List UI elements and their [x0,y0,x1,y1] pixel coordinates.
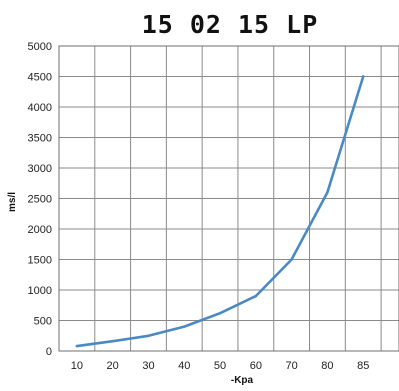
data-point [147,334,150,337]
y-tick-label: 500 [34,316,52,328]
y-tick-label: 2500 [28,194,52,206]
y-tick-label: 3500 [28,133,52,145]
y-tick-label: 4000 [28,102,52,114]
y-tick-label: 2000 [28,224,52,236]
x-tick-label: 10 [71,360,83,372]
series-layer [75,75,365,348]
y-tick-label: 0 [46,346,52,358]
y-tick-label: 1000 [28,285,52,297]
series-line [75,75,365,348]
data-point [362,75,365,78]
x-tick-label: 70 [286,360,298,372]
data-point [183,325,186,328]
grid [59,45,399,352]
data-point [290,258,293,261]
x-tick-label: 80 [321,360,333,372]
data-point [254,294,258,298]
x-tick-label: 85 [357,360,369,372]
data-point [75,344,79,348]
x-tick-label: 60 [250,360,262,372]
chart-title: 15 02 15 LP [142,10,319,39]
plot-frame [58,45,399,352]
x-axis-ticks: 10 20 30 40 50 60 70 80 85 [71,360,370,372]
data-point [326,191,329,194]
data-point [218,311,222,315]
y-tick-label: 4500 [28,72,52,84]
y-tick-label: 1500 [28,255,52,267]
y-axis-label: ms/l [7,192,18,212]
y-axis-ticks: 0 500 1000 1500 2000 2500 3000 3500 4000 4500 5000 [28,41,52,358]
y-tick-label: 5000 [28,41,52,53]
data-point [111,340,114,343]
x-tick-label: 20 [107,360,119,372]
x-tick-label: 30 [142,360,154,372]
x-axis-label: -Kpa [231,375,254,386]
x-tick-label: 50 [214,360,226,372]
x-tick-label: 40 [178,360,190,372]
y-tick-label: 3000 [28,163,52,175]
